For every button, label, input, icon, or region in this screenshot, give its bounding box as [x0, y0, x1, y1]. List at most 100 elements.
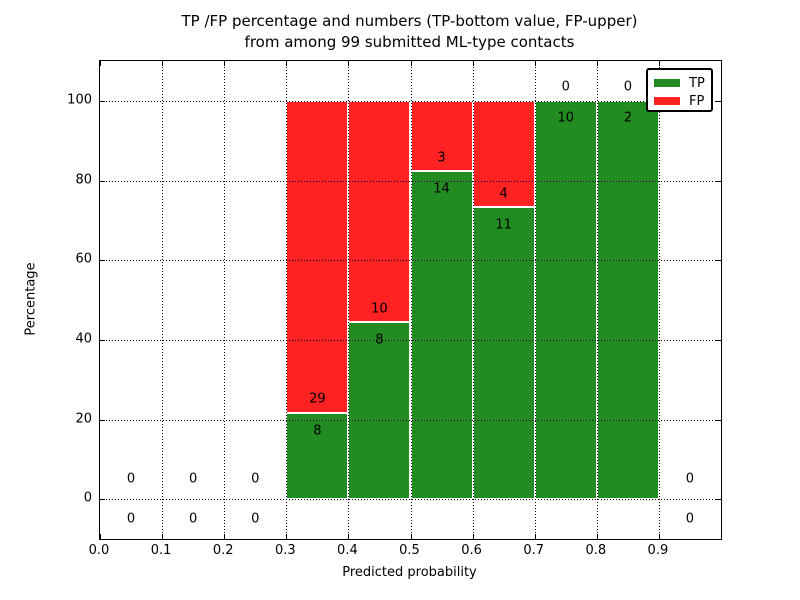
fp-count-label: 0 — [623, 79, 632, 95]
tp-count-label: 10 — [557, 110, 575, 126]
tp-count-label: 0 — [251, 511, 260, 527]
y-tick-mark — [100, 100, 105, 102]
x-tick-mark — [348, 534, 350, 539]
x-tick-mark-top — [100, 61, 101, 66]
x-tick-mark-top — [472, 61, 474, 66]
tp-count-label: 0 — [126, 511, 136, 527]
legend-entry-tp: TP — [654, 74, 705, 92]
y-tick-mark-right — [716, 419, 721, 421]
y-tick-mark — [100, 260, 105, 262]
x-tick-mark-top — [162, 61, 164, 66]
y-tick-label: 80 — [75, 172, 92, 187]
y-tick-mark — [100, 180, 105, 182]
gridline-vertical — [224, 61, 226, 539]
y-tick-label: 40 — [75, 331, 92, 347]
fp-count-label: 3 — [437, 150, 446, 166]
fp-color-swatch — [654, 97, 680, 105]
x-tick-mark — [100, 534, 101, 539]
tp-count-label: 0 — [685, 511, 695, 527]
fp-count-label: 0 — [126, 471, 136, 487]
gridline-horizontal — [100, 100, 721, 102]
x-tick-mark — [596, 534, 598, 539]
x-tick-label: 0.5 — [399, 543, 420, 558]
y-tick-label: 100 — [67, 92, 92, 108]
x-tick-label: 0.7 — [523, 543, 545, 558]
gridline-vertical — [534, 61, 536, 539]
bar-segment-tp — [348, 322, 411, 500]
x-tick-label: 0.4 — [337, 543, 358, 558]
gridline-horizontal — [100, 499, 721, 501]
gridline-horizontal — [100, 260, 721, 262]
x-tick-mark-top — [348, 61, 350, 66]
y-tick-mark — [100, 339, 105, 341]
fp-count-label: 0 — [189, 471, 198, 487]
gridline-vertical — [472, 61, 474, 539]
x-tick-label: 0.2 — [212, 543, 234, 558]
bar-segment-fp — [286, 100, 349, 414]
x-tick-mark-top — [596, 61, 598, 66]
x-tick-label: 0.1 — [150, 543, 172, 558]
y-tick-label: 20 — [75, 411, 92, 426]
gridline-vertical — [286, 61, 288, 539]
gridline-horizontal — [100, 339, 721, 341]
y-tick-mark — [100, 499, 105, 501]
tp-color-swatch — [654, 79, 680, 87]
x-tick-label: 0.9 — [647, 543, 669, 558]
y-tick-label: 0 — [83, 490, 92, 506]
bar-segment-tp — [596, 100, 659, 500]
bar-segment-tp — [472, 207, 535, 500]
x-tick-mark — [224, 534, 226, 539]
bar-segment-tp — [410, 171, 473, 500]
gridline-horizontal — [100, 419, 721, 421]
gridline-vertical — [162, 61, 164, 539]
tp-count-label: 2 — [623, 110, 632, 126]
gridline-vertical — [658, 61, 660, 539]
x-tick-mark — [658, 534, 660, 539]
tp-count-label: 8 — [375, 332, 384, 348]
x-tick-mark-top — [410, 61, 412, 66]
chart-title: TP /FP percentage and numbers (TP-bottom… — [99, 11, 720, 53]
y-tick-mark-right — [716, 499, 721, 501]
bar-segment-tp — [534, 100, 597, 500]
y-tick-mark-right — [716, 339, 721, 341]
gridline-vertical — [348, 61, 350, 539]
x-tick-mark — [286, 534, 288, 539]
y-tick-mark — [100, 419, 105, 421]
x-tick-mark — [410, 534, 412, 539]
fp-count-label: 0 — [561, 79, 570, 95]
chart-title-line-1: TP /FP percentage and numbers (TP-bottom… — [181, 12, 638, 30]
fp-count-label: 29 — [309, 391, 326, 407]
fp-count-label: 0 — [251, 471, 260, 487]
x-tick-mark — [162, 534, 164, 539]
fp-count-label: 4 — [499, 186, 508, 201]
y-tick-mark-right — [716, 260, 721, 262]
bar-segment-fp — [348, 100, 411, 323]
y-axis-label: Percentage — [23, 262, 39, 336]
y-tick-mark-right — [716, 180, 721, 182]
x-tick-mark-top — [286, 61, 288, 66]
gridline-horizontal — [100, 180, 721, 182]
tp-count-label: 8 — [313, 423, 322, 439]
legend-entry-fp: FP — [654, 92, 705, 110]
chart-title-line-2: from among 99 submitted ML-type contacts — [244, 33, 575, 51]
gridline-vertical — [596, 61, 598, 539]
y-tick-mark-right — [716, 100, 721, 102]
x-tick-label: 0.3 — [274, 543, 296, 558]
x-tick-mark — [534, 534, 536, 539]
gridline-vertical — [410, 61, 412, 539]
x-tick-mark-top — [224, 61, 226, 66]
legend: TP FP — [646, 68, 713, 112]
x-tick-mark-top — [658, 61, 660, 66]
bar-segment-fp — [410, 100, 473, 172]
x-tick-label: 0.6 — [461, 543, 482, 558]
x-tick-mark — [472, 534, 474, 539]
x-tick-label: 0.8 — [585, 543, 607, 558]
tp-count-label: 14 — [433, 181, 450, 197]
fp-count-label: 10 — [371, 301, 388, 317]
fp-count-label: 0 — [685, 471, 695, 487]
y-tick-label: 60 — [75, 251, 92, 267]
x-tick-mark-top — [534, 61, 536, 66]
plot-area: 0 0 0 0 0 0 29 8 10 8 3 14 4 11 0 10 0 2 0 0 — [99, 60, 722, 540]
tp-count-label: 0 — [189, 511, 198, 527]
